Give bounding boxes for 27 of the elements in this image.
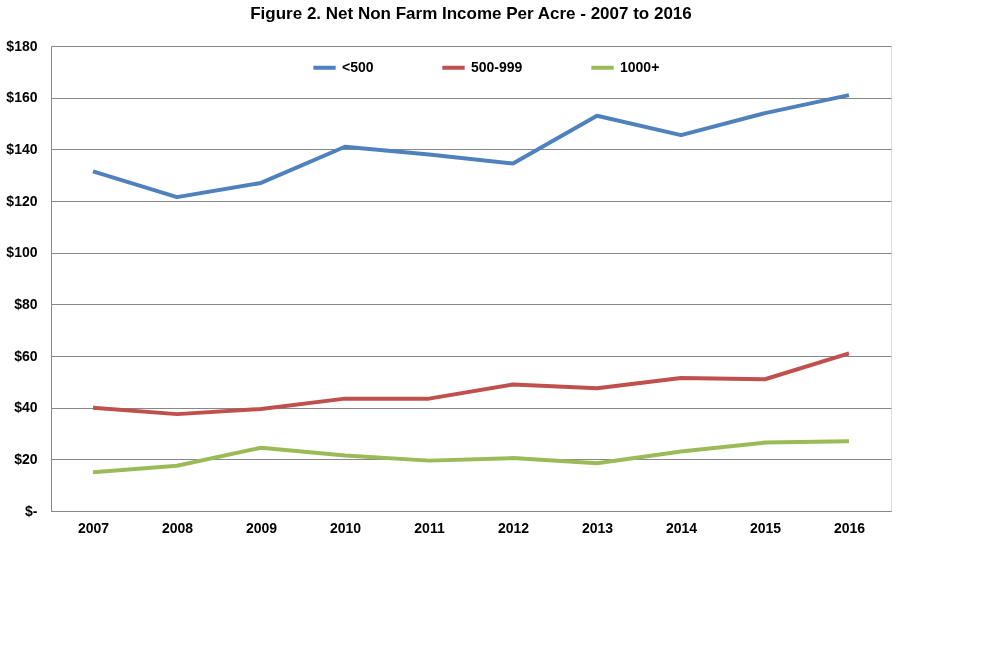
line-series (91, 439, 851, 475)
y-tick-label: $140 (6, 140, 38, 157)
x-tick-label: 2007 (77, 519, 110, 536)
x-tick-label: 2008 (161, 519, 194, 536)
legend-label: 500-999 (471, 58, 523, 75)
y-tick-label: $80 (14, 295, 38, 312)
x-tick-label: 2013 (581, 519, 614, 536)
x-tick-label: 2011 (414, 519, 445, 536)
x-tick-label: 2015 (749, 519, 782, 536)
y-tick-label: $40 (14, 399, 38, 416)
chart-title: Figure 2. Net Non Farm Income Per Acre - 2007 to 2016 (250, 4, 692, 23)
y-tick-label: $20 (14, 450, 38, 467)
y-tick-label: $180 (6, 37, 38, 54)
y-tick-label: $- (25, 502, 38, 519)
line-series (91, 93, 851, 200)
legend-label: 1000+ (620, 58, 660, 75)
x-tick-label: 2014 (665, 519, 698, 536)
legend-label: <500 (342, 58, 374, 75)
y-tick-label: $120 (6, 192, 38, 209)
x-tick-label: 2009 (245, 519, 278, 536)
line-series (91, 351, 851, 417)
x-tick-label: 2016 (833, 519, 866, 536)
y-tick-label: $60 (14, 347, 38, 364)
x-tick-label: 2010 (329, 519, 362, 536)
y-tick-label: $160 (6, 89, 38, 106)
y-tick-label: $100 (6, 244, 38, 261)
x-tick-label: 2012 (497, 519, 530, 536)
